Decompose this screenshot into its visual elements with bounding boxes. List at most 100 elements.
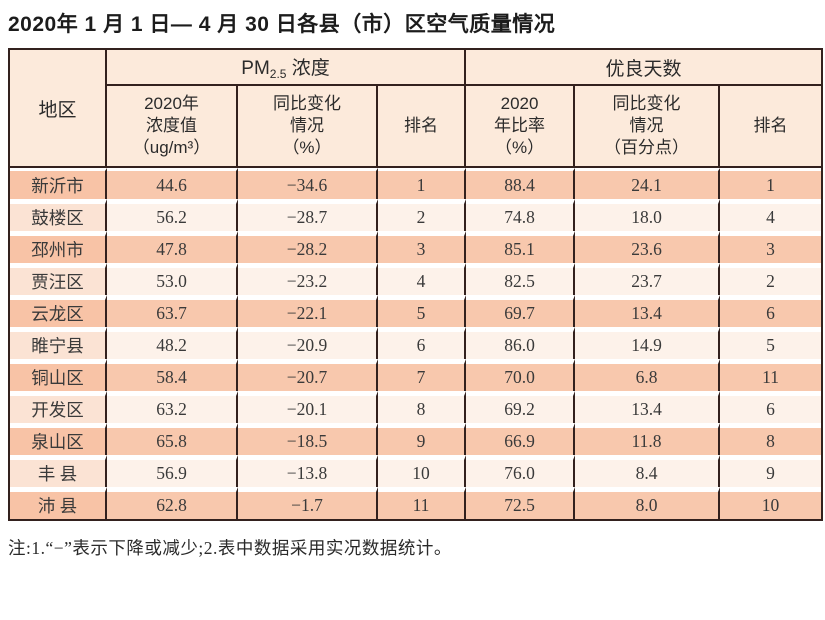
pm25-rank-cell: 11: [378, 487, 467, 519]
gooddays-rank-cell: 6: [720, 295, 822, 327]
column-group-pm25: PM2.5 浓度: [107, 50, 467, 86]
table-row: 新沂市 44.6 −34.6 1 88.4 24.1 1: [10, 168, 822, 199]
pm25-change-cell: −34.6: [238, 168, 378, 199]
pm25-change-cell: −1.7: [238, 487, 378, 519]
pm25-value-cell: 63.7: [107, 295, 238, 327]
gooddays-change-cell: 13.4: [575, 391, 721, 423]
pm25-change-cell: −13.8: [238, 455, 378, 487]
column-header-gooddays-rate: 2020 年比率 （%）: [466, 86, 576, 168]
page: 2020年 1 月 1 日— 4 月 30 日各县（市）区空气质量情况 地区 P…: [0, 8, 825, 620]
region-cell: 睢宁县: [10, 327, 107, 359]
table-row: 丰 县 56.9 −13.8 10 76.0 8.4 9: [10, 455, 822, 487]
gooddays-rate-cell: 85.1: [466, 231, 576, 263]
air-quality-table: 地区 PM2.5 浓度 优良天数 2020年 浓度值 （ug/m³） 同比变化 …: [8, 48, 824, 521]
table-row: 铜山区 58.4 −20.7 7 70.0 6.8 11: [10, 359, 822, 391]
gooddays-rate-cell: 74.8: [466, 199, 576, 231]
table-header: 地区 PM2.5 浓度 优良天数 2020年 浓度值 （ug/m³） 同比变化 …: [10, 50, 822, 168]
pm25-rank-cell: 6: [378, 327, 467, 359]
gooddays-rank-cell: 11: [720, 359, 822, 391]
gooddays-rate-cell: 69.7: [466, 295, 576, 327]
table-row: 沛 县 62.8 −1.7 11 72.5 8.0 10: [10, 487, 822, 519]
gooddays-rank-cell: 1: [720, 168, 822, 199]
pm25-value-cell: 53.0: [107, 263, 238, 295]
pm25-value-cell: 48.2: [107, 327, 238, 359]
column-header-gooddays-rank: 排名: [720, 86, 822, 168]
gooddays-change-cell: 8.4: [575, 455, 721, 487]
pm25-label-prefix: PM: [241, 58, 270, 79]
pm25-change-cell: −23.2: [238, 263, 378, 295]
gooddays-rate-cell: 76.0: [466, 455, 576, 487]
region-cell: 贾汪区: [10, 263, 107, 295]
table-row: 鼓楼区 56.2 −28.7 2 74.8 18.0 4: [10, 199, 822, 231]
table-row: 云龙区 63.7 −22.1 5 69.7 13.4 6: [10, 295, 822, 327]
pm25-value-cell: 62.8: [107, 487, 238, 519]
table-row: 泉山区 65.8 −18.5 9 66.9 11.8 8: [10, 423, 822, 455]
gooddays-rank-cell: 2: [720, 263, 822, 295]
pm25-value-cell: 47.8: [107, 231, 238, 263]
gooddays-rank-cell: 10: [720, 487, 822, 519]
pm25-rank-cell: 5: [378, 295, 467, 327]
gooddays-rank-cell: 6: [720, 391, 822, 423]
pm25-change-cell: −28.7: [238, 199, 378, 231]
gooddays-rate-cell: 82.5: [466, 263, 576, 295]
gooddays-rank-cell: 4: [720, 199, 822, 231]
column-header-region: 地区: [10, 50, 107, 168]
column-group-good-days: 优良天数: [466, 50, 822, 86]
pm25-value-cell: 58.4: [107, 359, 238, 391]
table-row: 贾汪区 53.0 −23.2 4 82.5 23.7 2: [10, 263, 822, 295]
gooddays-rank-cell: 5: [720, 327, 822, 359]
pm25-rank-cell: 2: [378, 199, 467, 231]
table-row: 邳州市 47.8 −28.2 3 85.1 23.6 3: [10, 231, 822, 263]
gooddays-change-cell: 13.4: [575, 295, 721, 327]
pm25-change-cell: −28.2: [238, 231, 378, 263]
column-header-pm25-change: 同比变化 情况 （%）: [238, 86, 378, 168]
gooddays-rate-cell: 88.4: [466, 168, 576, 199]
pm25-value-cell: 63.2: [107, 391, 238, 423]
region-cell: 泉山区: [10, 423, 107, 455]
footnote: 注:1.“−”表示下降或减少;2.表中数据采用实况数据统计。: [8, 538, 452, 558]
pm25-rank-cell: 9: [378, 423, 467, 455]
page-title: 2020年 1 月 1 日— 4 月 30 日各县（市）区空气质量情况: [8, 13, 556, 36]
gooddays-change-cell: 23.7: [575, 263, 721, 295]
table-row: 睢宁县 48.2 −20.9 6 86.0 14.9 5: [10, 327, 822, 359]
gooddays-change-cell: 23.6: [575, 231, 721, 263]
pm25-rank-cell: 4: [378, 263, 467, 295]
gooddays-change-cell: 14.9: [575, 327, 721, 359]
column-header-pm25-rank: 排名: [378, 86, 467, 168]
pm25-value-cell: 56.2: [107, 199, 238, 231]
gooddays-rate-cell: 86.0: [466, 327, 576, 359]
pm25-change-cell: −18.5: [238, 423, 378, 455]
column-header-pm25-value: 2020年 浓度值 （ug/m³）: [107, 86, 238, 168]
pm25-rank-cell: 1: [378, 168, 467, 199]
region-cell: 云龙区: [10, 295, 107, 327]
pm25-label-suffix: 浓度: [286, 58, 330, 79]
gooddays-rank-cell: 9: [720, 455, 822, 487]
pm25-value-cell: 65.8: [107, 423, 238, 455]
pm25-value-cell: 56.9: [107, 455, 238, 487]
pm25-rank-cell: 7: [378, 359, 467, 391]
table-body: 新沂市 44.6 −34.6 1 88.4 24.1 1 鼓楼区 56.2 −2…: [10, 168, 822, 519]
gooddays-rank-cell: 3: [720, 231, 822, 263]
gooddays-rate-cell: 70.0: [466, 359, 576, 391]
pm25-rank-cell: 8: [378, 391, 467, 423]
column-header-gooddays-change: 同比变化 情况 （百分点）: [575, 86, 721, 168]
gooddays-change-cell: 11.8: [575, 423, 721, 455]
region-cell: 新沂市: [10, 168, 107, 199]
pm25-change-cell: −20.7: [238, 359, 378, 391]
gooddays-rate-cell: 72.5: [466, 487, 576, 519]
gooddays-change-cell: 24.1: [575, 168, 721, 199]
region-cell: 邳州市: [10, 231, 107, 263]
gooddays-rank-cell: 8: [720, 423, 822, 455]
pm25-value-cell: 44.6: [107, 168, 238, 199]
header-group-row: 地区 PM2.5 浓度 优良天数: [10, 50, 822, 168]
pm25-label-sub: 2.5: [269, 67, 287, 81]
gooddays-rate-cell: 66.9: [466, 423, 576, 455]
gooddays-rate-cell: 69.2: [466, 391, 576, 423]
pm25-change-cell: −22.1: [238, 295, 378, 327]
gooddays-change-cell: 18.0: [575, 199, 721, 231]
pm25-rank-cell: 3: [378, 231, 467, 263]
region-cell: 鼓楼区: [10, 199, 107, 231]
region-cell: 铜山区: [10, 359, 107, 391]
table-row: 开发区 63.2 −20.1 8 69.2 13.4 6: [10, 391, 822, 423]
pm25-change-cell: −20.1: [238, 391, 378, 423]
